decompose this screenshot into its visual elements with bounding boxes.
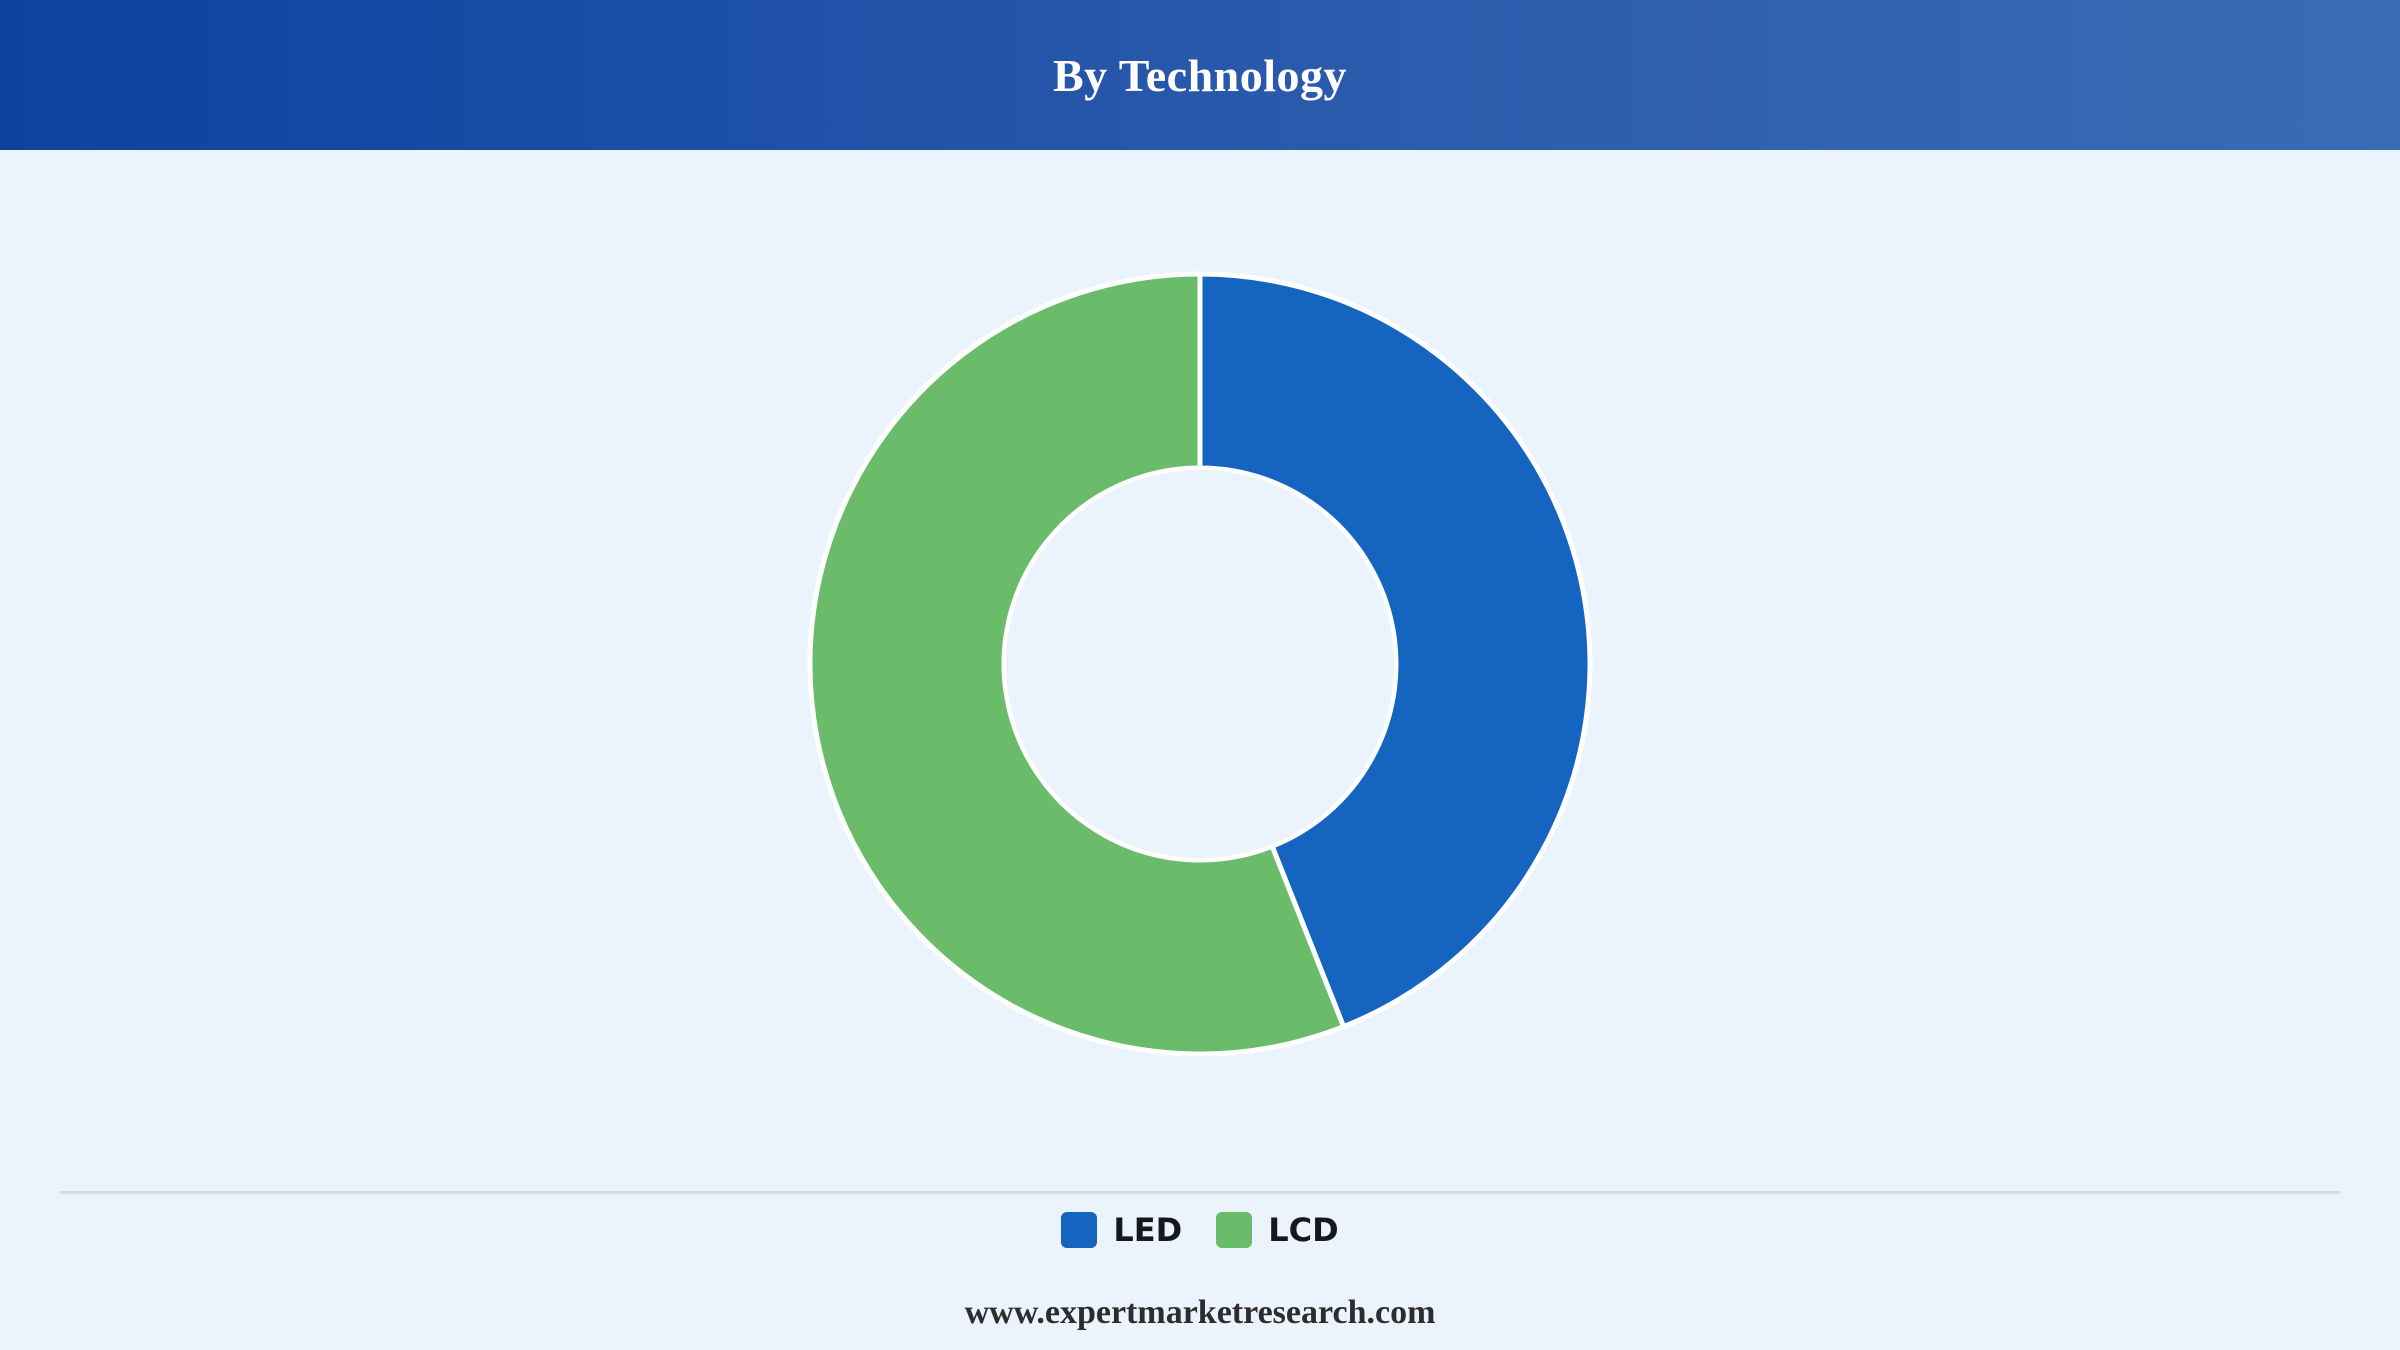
chart-legend: LED LCD bbox=[0, 1206, 2400, 1254]
legend-item-lcd[interactable]: LCD bbox=[1216, 1211, 1339, 1249]
legend-swatch-led bbox=[1061, 1212, 1098, 1248]
legend-label-led: LED bbox=[1113, 1211, 1183, 1249]
legend-divider bbox=[60, 1191, 2340, 1194]
source-url: www.expertmarketresearch.com bbox=[964, 1294, 1436, 1331]
donut-chart bbox=[807, 271, 1593, 1057]
legend-swatch-lcd bbox=[1216, 1212, 1253, 1248]
legend-item-led[interactable]: LED bbox=[1061, 1211, 1182, 1249]
chart-title: By Technology bbox=[1052, 49, 1348, 101]
donut-slice-lcd[interactable] bbox=[807, 271, 1347, 1057]
donut-hole bbox=[1006, 470, 1394, 858]
legend-label-lcd: LCD bbox=[1268, 1211, 1339, 1249]
header-banner: By Technology bbox=[0, 0, 2400, 150]
donut-slice-led[interactable] bbox=[1197, 271, 1593, 1030]
